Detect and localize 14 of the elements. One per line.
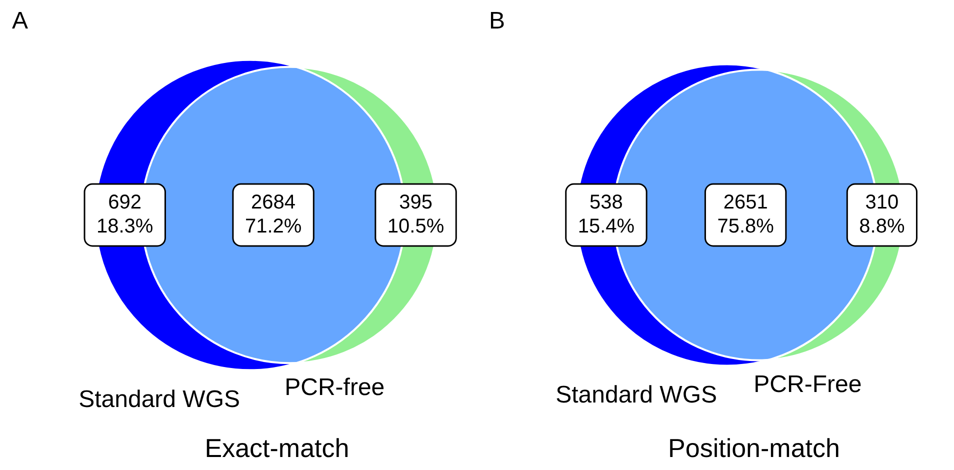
text: A	[12, 8, 28, 35]
data-label: 538 15.4%	[578, 192, 635, 238]
data-label: 2651 75.8%	[717, 192, 774, 238]
text: PCR-Free	[754, 370, 862, 398]
data-label: 395 10.5%	[387, 192, 444, 238]
text: B	[489, 8, 506, 35]
text: PCR-free	[284, 374, 385, 401]
data-label: 692 18.3%	[96, 192, 154, 238]
data-label: 310 8.8%	[859, 192, 905, 238]
text: Exact-match	[204, 433, 350, 464]
text: Standard WGS	[78, 386, 240, 413]
text: Position-match	[668, 433, 840, 464]
data-label: 2684 71.2%	[244, 192, 302, 238]
text: Standard WGS	[556, 381, 717, 408]
